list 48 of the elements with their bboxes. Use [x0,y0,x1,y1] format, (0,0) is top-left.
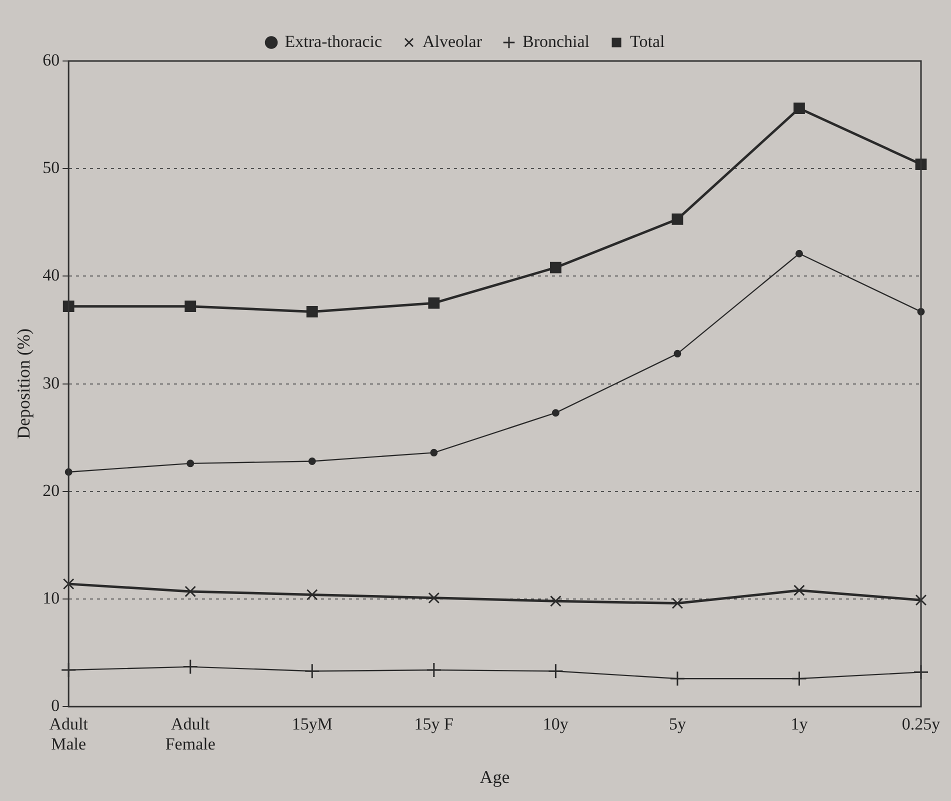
legend-label: Bronchial [522,32,590,51]
legend-label: Total [630,32,665,51]
point [306,306,318,318]
x-tick-label: 5y [668,714,686,734]
point [430,448,438,456]
x-tick-label: Adult Female [165,714,216,754]
point [62,578,74,590]
y-tick-label: 10 [42,588,60,608]
point [428,592,440,604]
point [794,102,805,114]
point [670,670,686,686]
point [672,213,684,225]
x-axis-title: Age [480,766,510,787]
point [428,297,440,309]
point [674,350,682,358]
y-tick-label: 0 [51,696,60,716]
point [184,586,196,598]
y-tick-label: 20 [42,480,60,500]
x-tick-label: 15yM [292,714,332,734]
y-tick-label: 30 [42,373,60,392]
point [552,409,560,417]
y-tick-label: 50 [42,158,60,178]
point [791,670,807,686]
point [794,584,805,596]
point [306,588,318,600]
x-tick-label: 10y [542,714,569,734]
legend-label: Extra-thoracic [284,32,382,51]
legend-label: Alveolar [422,32,482,51]
point [182,659,198,675]
point [186,460,194,468]
point [915,594,927,606]
x-tick-label: 1y [790,714,808,734]
point [548,663,564,679]
x-tick-label: Adult Male [49,714,88,754]
x-tick-label: 15y F [414,714,454,734]
y-axis-title: Deposition (%) [14,328,34,440]
point [550,262,562,274]
point [184,300,196,312]
point [795,250,803,258]
point [62,300,74,312]
point [304,663,320,679]
point [426,662,442,678]
point [672,598,684,610]
point [550,595,562,607]
point [308,458,316,466]
y-tick-label: 40 [42,266,60,285]
y-tick-label: 60 [42,50,60,70]
x-tick-label: 0.25y [902,714,941,734]
